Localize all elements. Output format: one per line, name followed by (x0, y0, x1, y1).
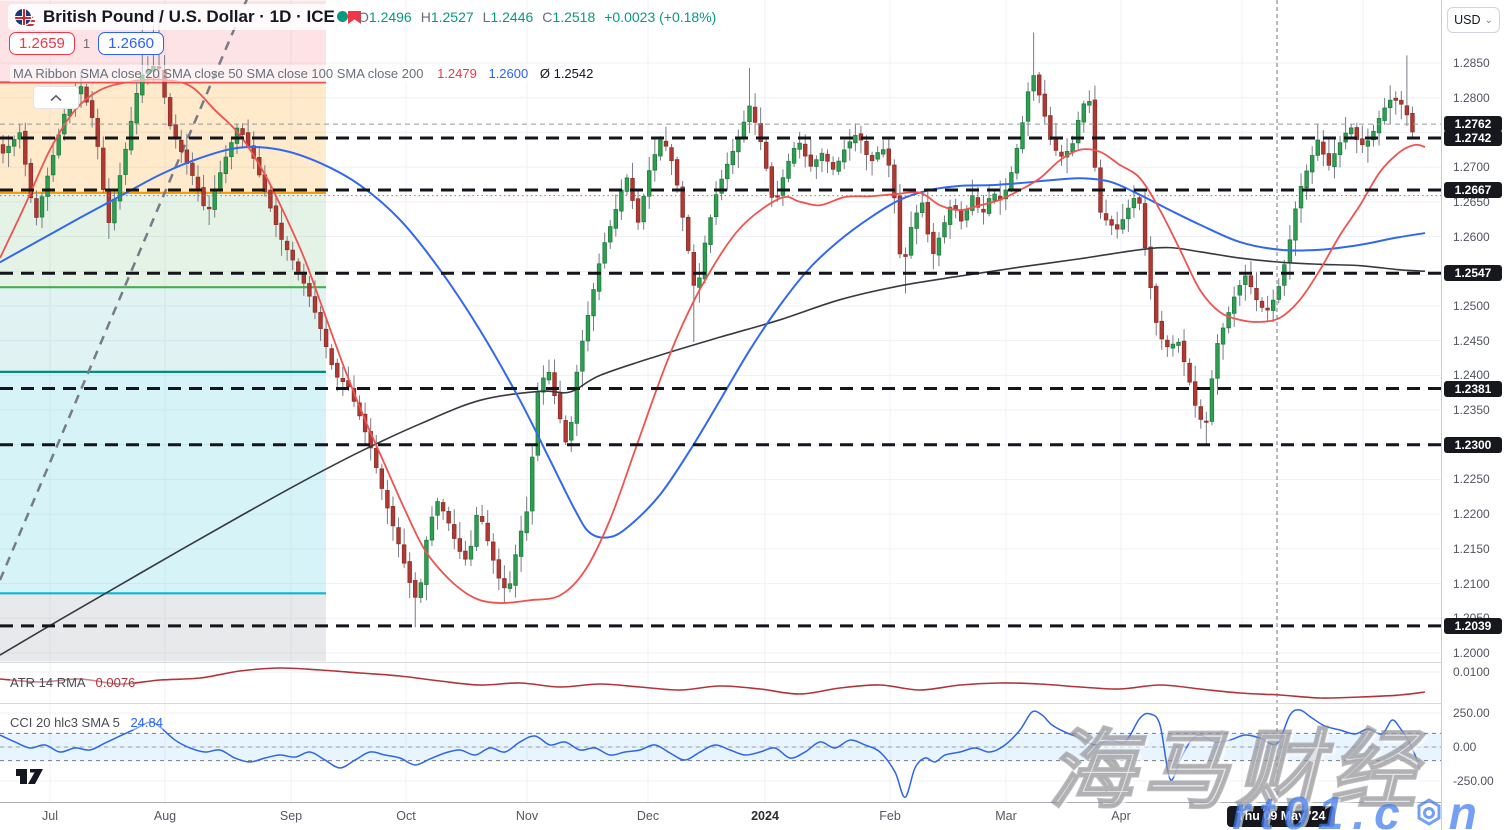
price-level-badge: 1.2300 (1444, 436, 1502, 453)
spread-value: 1 (82, 36, 91, 51)
atr-tick-label: 0.0100 (1453, 665, 1490, 679)
sell-button[interactable]: 1.2659 (9, 32, 75, 55)
trendline (0, 0, 248, 581)
price-tick-label: 1.2250 (1453, 472, 1490, 487)
ohlc-legend: O1.2496 H1.2527 L1.2446 C1.2518 +0.0023 … (358, 9, 717, 25)
price-tick-label: 1.2800 (1453, 90, 1490, 105)
time-axis-label: Mar (995, 809, 1017, 823)
time-axis-label: Aug (153, 809, 177, 823)
collapse-chevron-button[interactable] (33, 86, 79, 109)
quote-row: 1.2659 1 1.2660 (9, 32, 165, 55)
price-tick-label: 1.2150 (1453, 541, 1490, 556)
symbol-pill[interactable]: British Pound / U.S. Dollar · 1D · ICE (8, 4, 372, 30)
time-axis-label: Jul (42, 809, 58, 823)
chart-plot[interactable] (0, 0, 1441, 830)
change-value: +0.0023 (+0.18%) (604, 9, 717, 25)
moving-averages (0, 78, 1426, 656)
price-tick-label: 1.2850 (1453, 56, 1490, 70)
bookmark-flag-icon[interactable] (346, 9, 363, 26)
price-tick-label: 1.2450 (1453, 333, 1490, 348)
atr-value: 0.0076 (95, 675, 136, 690)
tradingview-logo-icon (16, 769, 43, 784)
time-axis-label: Feb (879, 809, 901, 823)
price-tick-label: 1.2350 (1453, 403, 1490, 418)
cci-legend[interactable]: CCI 20 hlc3 SMA 5 24.84 (10, 715, 163, 730)
price-tick-label: 1.2500 (1453, 298, 1490, 313)
atr-line (0, 667, 1426, 699)
currency-dropdown[interactable]: USD ⌄ (1447, 7, 1500, 33)
cci-value: 24.84 (130, 715, 163, 730)
time-axis-label: Apr (1111, 809, 1131, 823)
cci-line (0, 709, 1421, 799)
time-axis[interactable]: Thu 09 May '24 Jul Aug Sep Oct Nov Dec 2024 Feb… (0, 803, 1441, 830)
price-level-badge: 1.2742 (1444, 129, 1502, 146)
price-tick-label: 1.2700 (1453, 160, 1490, 175)
price-scale[interactable]: USD ⌄ 1.2850 1.2800 1.2700 1.2650 1.2600 1.25… (1441, 0, 1504, 830)
sma20-value: 1.2479 (437, 66, 477, 81)
price-tick-label: 1.2000 (1453, 645, 1490, 660)
price-level-badge: 1.2039 (1444, 617, 1502, 634)
gbpusd-flag-icon (14, 6, 36, 28)
crosshair-date-badge: Thu 09 May '24 (1227, 806, 1336, 827)
price-tick-label: 1.2600 (1453, 229, 1490, 244)
time-axis-label: Nov (515, 809, 539, 823)
price-tick-label: 1.2650 (1453, 194, 1490, 209)
cci-tick-label: 250.00 (1453, 706, 1490, 720)
chevron-up-icon (50, 94, 62, 101)
chevron-down-icon: ⌄ (1484, 14, 1493, 26)
price-tick-label: 1.2200 (1453, 507, 1490, 522)
price-level-badge: 1.2667 (1444, 182, 1502, 199)
time-axis-label: Sep (279, 809, 303, 823)
time-axis-label: Oct (396, 809, 416, 823)
price-level-badge: 1.2762 (1444, 116, 1502, 133)
price-tick-label: 1.2400 (1453, 368, 1490, 383)
market-status-icon[interactable] (337, 11, 348, 22)
time-axis-label: 2024 (751, 809, 779, 823)
pane-separator-atr[interactable] (0, 662, 1504, 663)
time-axis-label: Dec (636, 809, 660, 823)
price-level-badge: 1.2547 (1444, 265, 1502, 282)
sma-average-value: Ø 1.2542 (539, 66, 594, 81)
cci-tick-label: 0.00 (1453, 740, 1477, 754)
symbol-title[interactable]: British Pound / U.S. Dollar · 1D · ICE (43, 7, 335, 26)
buy-button[interactable]: 1.2660 (98, 32, 165, 55)
ma-ribbon-legend[interactable]: MA Ribbon SMA close 20 SMA close 50 SMA … (10, 65, 597, 82)
atr-legend[interactable]: ATR 14 RMA 0.0076 (10, 675, 136, 690)
pane-separator-cci[interactable] (0, 703, 1504, 704)
price-level-badge: 1.2381 (1444, 380, 1502, 397)
cci-tick-label: -250.00 (1453, 774, 1494, 788)
tradingview-logo[interactable] (16, 766, 46, 787)
sma50-value: 1.2600 (488, 66, 529, 81)
price-tick-label: 1.2100 (1453, 576, 1490, 591)
time-axis-separator (0, 802, 1504, 803)
symbol-header: British Pound / U.S. Dollar · 1D · ICE (8, 4, 372, 30)
